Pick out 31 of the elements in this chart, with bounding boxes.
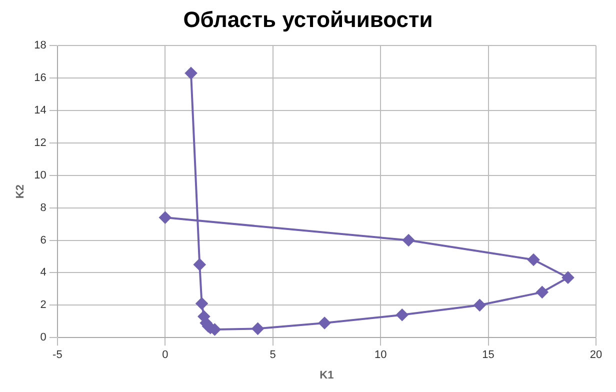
y-tick-label: 10 xyxy=(34,169,46,182)
x-tick-label: 20 xyxy=(590,349,602,362)
x-tick-label: 5 xyxy=(270,349,276,362)
point xyxy=(194,258,206,271)
x-tick-label: 15 xyxy=(482,349,494,362)
y-tick-label: 8 xyxy=(40,202,46,214)
point xyxy=(474,299,486,312)
x-tick-label: 0 xyxy=(162,349,168,362)
y-axis-title: K2 xyxy=(14,184,27,199)
y-tick-label: 18 xyxy=(34,40,46,52)
y-tick-label: 12 xyxy=(34,136,46,149)
point xyxy=(528,254,540,266)
point xyxy=(196,298,208,310)
point xyxy=(562,272,574,284)
point xyxy=(318,317,331,329)
y-tick-label: 0 xyxy=(40,332,46,344)
x-tick-label: -5 xyxy=(52,349,62,362)
point xyxy=(396,308,408,321)
chart-title: Область устойчивости xyxy=(182,6,434,34)
y-tick-label: 14 xyxy=(34,104,46,117)
y-tick-label: 16 xyxy=(34,72,46,84)
point xyxy=(159,212,172,224)
x-tick-label: 10 xyxy=(374,349,387,362)
point xyxy=(185,67,197,80)
y-tick-label: 2 xyxy=(40,299,46,312)
y-tick-label: 4 xyxy=(40,266,46,279)
point xyxy=(252,322,264,335)
x-axis-title: K1 xyxy=(320,369,334,382)
y-tick-label: 6 xyxy=(40,234,46,246)
point xyxy=(402,234,415,246)
point xyxy=(536,286,548,298)
